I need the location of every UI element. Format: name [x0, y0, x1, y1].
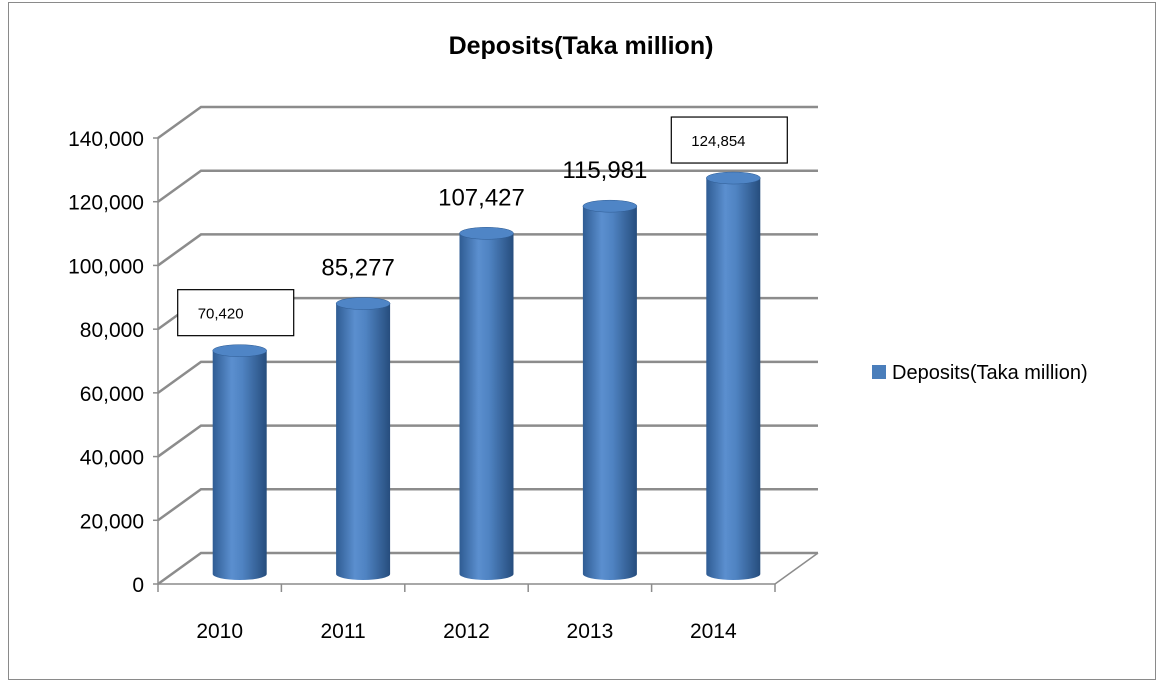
x-tick-label: 2013 [567, 620, 614, 643]
y-tick-label: 60,000 [80, 383, 144, 406]
y-tick-label: 0 [132, 574, 144, 597]
gridline [157, 105, 818, 140]
data-label: 107,427 [438, 184, 525, 211]
data-label: 85,277 [321, 255, 394, 282]
data-label: 70,420 [198, 306, 244, 323]
x-tick-label: 2014 [690, 620, 737, 643]
data-label: 115,981 [562, 157, 647, 184]
y-tick-label: 80,000 [80, 319, 144, 342]
x-axis-ticks: 2010 2011 2012 2013 2014 [157, 584, 776, 643]
y-tick-label: 140,000 [68, 128, 144, 151]
bar-body [582, 206, 637, 580]
data-label-frame [670, 116, 788, 164]
x-tick-label: 2010 [196, 620, 243, 643]
y-axis-ticks: 0 20,000 40,000 60,000 80,000 100,000 120,000 1… [68, 128, 819, 597]
x-tick-label: 2012 [443, 620, 490, 643]
chart-frame [8, 2, 1156, 680]
bar-top [335, 297, 391, 310]
data-label-box-2014: 124,854 [670, 116, 788, 164]
bar-top [212, 344, 267, 357]
data-label-box-2010: 70,420 [177, 289, 295, 337]
legend-label: Deposits(Taka million) [892, 362, 1088, 384]
bar-top [706, 171, 761, 185]
legend-swatch [872, 365, 886, 379]
y-tick-label: 120,000 [68, 192, 144, 215]
floor-edge [774, 552, 819, 585]
x-tick-label: 2011 [321, 620, 366, 643]
data-label-frame [177, 289, 295, 337]
bar-body [212, 350, 267, 580]
bar-2013 [582, 199, 638, 580]
y-tick-label: 20,000 [80, 510, 144, 533]
chart-title: Deposits(Taka million) [449, 32, 714, 60]
data-labels: 70,420 85,277 107,427 115,981 124,854 [177, 116, 788, 337]
bars [212, 171, 761, 580]
gridline [157, 169, 818, 203]
bar-2010 [212, 344, 267, 580]
bar-top [582, 199, 638, 213]
bar-body [459, 233, 514, 580]
bar-body [706, 178, 761, 580]
y-tick-label: 100,000 [68, 255, 144, 278]
legend: Deposits(Taka million) [872, 362, 1088, 384]
bar-2012 [459, 227, 514, 580]
bar-2014 [706, 171, 761, 580]
bar-2011 [335, 297, 391, 580]
bar-body [336, 303, 391, 580]
bar-top [459, 227, 514, 240]
y-tick-label: 40,000 [80, 447, 144, 470]
data-label: 124,854 [691, 133, 745, 150]
